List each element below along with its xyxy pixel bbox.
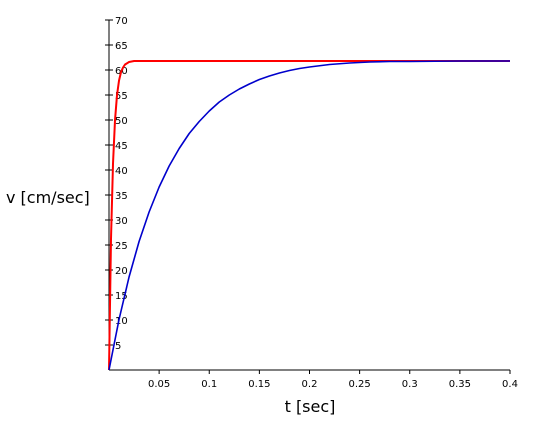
x-tick-label: 0.05: [148, 379, 170, 390]
x-tick-label: 0.35: [449, 379, 471, 390]
y-tick-label: 55: [115, 91, 128, 102]
y-tick-label: 45: [115, 141, 128, 152]
series-line-1: [108, 60, 510, 371]
y-tick-label: 65: [115, 41, 128, 52]
x-ticks: 0.05 0.1 0.15 0.2 0.25 0.3 0.35 0.4: [148, 370, 518, 390]
y-tick-label: 5: [115, 341, 121, 352]
x-axis-title: t [sec]: [285, 397, 336, 416]
y-tick-label: 70: [115, 16, 128, 27]
y-tick-label: 25: [115, 241, 128, 252]
series-layer: [108, 60, 510, 371]
x-tick-label: 0.2: [302, 379, 318, 390]
x-tick-label: 0.25: [348, 379, 370, 390]
x-tick-label: 0.3: [402, 379, 418, 390]
y-tick-label: 30: [115, 216, 128, 227]
x-tick-label: 0.4: [502, 379, 518, 390]
y-tick-label: 20: [115, 266, 128, 277]
y-tick-label: 15: [115, 291, 128, 302]
y-tick-label: 40: [115, 166, 128, 177]
y-tick-label: 50: [115, 116, 128, 127]
y-axis-title: v [cm/sec]: [6, 188, 90, 207]
axes: [108, 20, 510, 371]
series-line-2: [108, 60, 510, 371]
x-tick-label: 0.1: [201, 379, 217, 390]
y-tick-label: 35: [115, 191, 128, 202]
y-tick-label: 10: [115, 316, 128, 327]
x-tick-label: 0.15: [248, 379, 270, 390]
